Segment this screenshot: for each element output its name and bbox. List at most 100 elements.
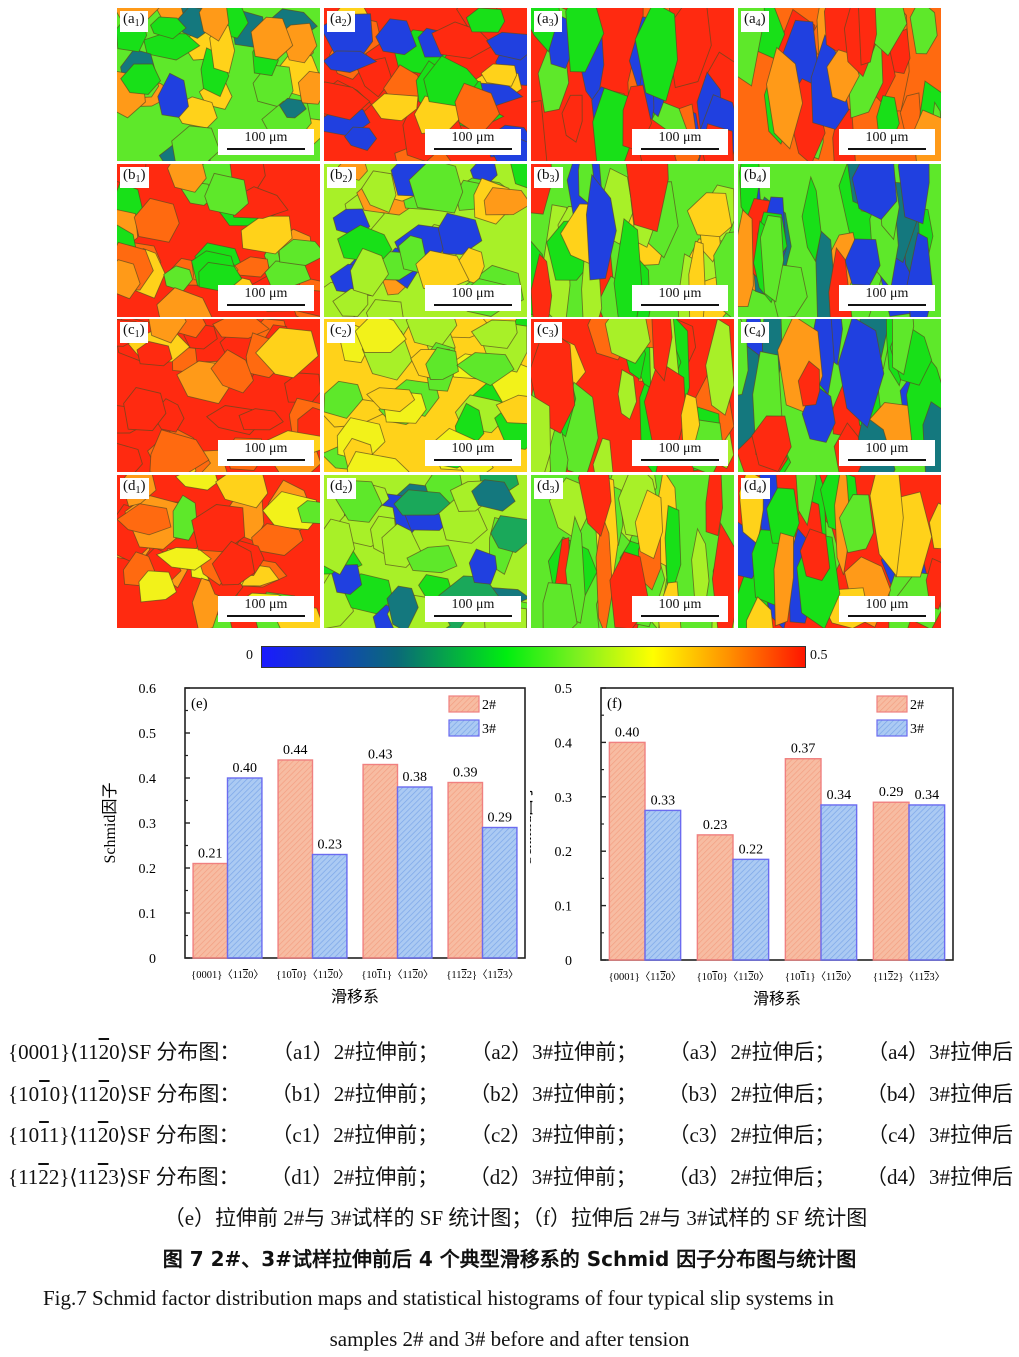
y-tick-label: 0.5 bbox=[139, 727, 157, 742]
caption-line: {1122}⟨1123⟩SF 分布图： （d1）2#拉伸前； （d2）3#拉伸前； （… bbox=[8, 1161, 1013, 1191]
y-tick-label: 0.5 bbox=[555, 682, 573, 697]
caption-item: （a3）2#拉伸后； bbox=[668, 1040, 836, 1064]
scale-bar-label: 100 μm bbox=[865, 286, 909, 301]
sf-map-panel-b2: (b2) 100 μm bbox=[324, 164, 527, 317]
sf-map-panel-d2: (d2) 100 μm bbox=[324, 475, 527, 628]
bar-3-3 bbox=[908, 804, 946, 961]
legend-label: 3# bbox=[482, 722, 496, 737]
panel-label: (e) bbox=[191, 696, 208, 712]
bar-3-0 bbox=[644, 809, 682, 961]
scale-bar: 100 μm bbox=[425, 596, 521, 622]
bar-3-0 bbox=[226, 777, 263, 959]
caption-ef-line: （e）拉伸前 2#与 3#试样的 SF 统计图；（f）拉伸后 2#与 3#试样的… bbox=[163, 1206, 868, 1230]
scale-bar-label: 100 μm bbox=[658, 597, 702, 612]
caption-slip-system: {1011}⟨1120⟩SF 分布图： bbox=[8, 1123, 240, 1147]
caption-item: （b3）2#拉伸后； bbox=[667, 1082, 836, 1106]
sf-map-panel-b4: (b4) 100 μm bbox=[738, 164, 941, 317]
y-tick-label: 0.4 bbox=[139, 772, 157, 787]
y-tick-label: 0.1 bbox=[555, 900, 573, 915]
grain-map-image bbox=[117, 8, 320, 161]
sf-map-panel-a3: (a3) 100 μm bbox=[531, 8, 734, 161]
sf-map-panel-c4: (c4) 100 μm bbox=[738, 319, 941, 472]
y-axis-label: Schmid因子 bbox=[101, 783, 119, 864]
scale-bar: 100 μm bbox=[218, 285, 314, 311]
bar-2-1 bbox=[696, 834, 734, 961]
legend-label: 2# bbox=[482, 698, 496, 713]
bar-3-3 bbox=[481, 826, 518, 959]
scale-bar: 100 μm bbox=[839, 285, 935, 311]
panel-label: (a4) bbox=[741, 11, 769, 32]
scale-bar-line bbox=[434, 615, 512, 617]
y-axis-label: Schmid因子 bbox=[530, 784, 535, 865]
x-tick-label: {0001}〈1120〉 bbox=[609, 971, 682, 983]
caption-line: {1011}⟨1120⟩SF 分布图： （c1）2#拉伸前； （c2）3#拉伸前； （… bbox=[8, 1119, 1013, 1149]
sf-map-panel-b1: (b1) 100 μm bbox=[117, 164, 320, 317]
x-axis-label: 滑移系 bbox=[753, 990, 801, 1008]
sf-map-panel-c2: (c2) 100 μm bbox=[324, 319, 527, 472]
bar-value-label: 0.33 bbox=[651, 793, 676, 808]
scale-bar-line bbox=[227, 148, 305, 150]
scale-bar-line bbox=[641, 459, 719, 461]
caption-item: （d1）2#拉伸前； bbox=[270, 1165, 439, 1189]
bar-value-label: 0.34 bbox=[915, 788, 940, 803]
sf-map-panel-c1: (c1) 100 μm bbox=[117, 319, 320, 472]
y-tick-label: 0.3 bbox=[139, 817, 157, 832]
legend-label: 2# bbox=[910, 698, 924, 713]
scale-bar: 100 μm bbox=[839, 596, 935, 622]
panel-label: (c1) bbox=[120, 322, 148, 343]
scale-bar: 100 μm bbox=[632, 285, 728, 311]
figure-title-en-2: samples 2# and 3# before and after tensi… bbox=[329, 1327, 690, 1351]
scale-bar-label: 100 μm bbox=[244, 441, 288, 456]
scale-bar-label: 100 μm bbox=[451, 130, 495, 145]
chart-e-svg: 0 0.1 0.2 0.3 0.4 0.5 0.6 Schmid因子 (e) 0.21 0.40 {0… bbox=[101, 682, 526, 1006]
scale-bar-line bbox=[848, 615, 926, 617]
caption-item: （d3）2#拉伸后； bbox=[667, 1165, 836, 1189]
bar-2-0 bbox=[192, 862, 229, 959]
y-tick-label: 0 bbox=[565, 954, 572, 969]
panel-label: (d3) bbox=[534, 478, 563, 499]
colorbar bbox=[261, 646, 806, 668]
bar-value-label: 0.43 bbox=[368, 748, 393, 763]
caption-item: （c1）2#拉伸前； bbox=[271, 1123, 439, 1147]
bar-3-2 bbox=[396, 786, 433, 959]
scale-bar-label: 100 μm bbox=[451, 286, 495, 301]
scale-bar-label: 100 μm bbox=[865, 441, 909, 456]
caption-item: （c3）2#拉伸后； bbox=[668, 1123, 836, 1147]
legend-label: 3# bbox=[910, 722, 924, 737]
scale-bar-line bbox=[434, 459, 512, 461]
bar-value-label: 0.23 bbox=[317, 838, 342, 853]
sf-map-panel-a2: (a2) 100 μm bbox=[324, 8, 527, 161]
y-tick-label: 0.3 bbox=[555, 791, 573, 806]
scale-bar-label: 100 μm bbox=[658, 286, 702, 301]
legend-swatch-2 bbox=[448, 695, 480, 713]
panel-label: (b1) bbox=[120, 167, 149, 188]
sf-map-panel-c3: (c3) 100 μm bbox=[531, 319, 734, 472]
y-tick-label: 0.2 bbox=[139, 862, 157, 877]
caption-item: （a2）3#拉伸前； bbox=[470, 1040, 638, 1064]
panel-label: (f) bbox=[607, 696, 622, 712]
grain-map-image bbox=[738, 164, 941, 317]
panel-label: (c3) bbox=[534, 322, 562, 343]
y-tick-label: 0.2 bbox=[555, 845, 573, 860]
scale-bar-label: 100 μm bbox=[658, 130, 702, 145]
panel-label: (b4) bbox=[741, 167, 770, 188]
bar-value-label: 0.40 bbox=[615, 725, 640, 740]
caption-item: （d2）3#拉伸前； bbox=[468, 1165, 637, 1189]
x-tick-label: {1122}〈1123〉 bbox=[446, 969, 518, 981]
bar-value-label: 0.40 bbox=[232, 761, 257, 776]
scale-bar-label: 100 μm bbox=[244, 597, 288, 612]
scale-bar-line bbox=[227, 615, 305, 617]
bar-3-2 bbox=[820, 804, 858, 961]
grain-map-image bbox=[324, 319, 527, 472]
bar-value-label: 0.38 bbox=[402, 770, 427, 785]
chart-f-svg: 0 0.1 0.2 0.3 0.4 0.5 Schmid因子 (f) 0.40 0.33 {0001… bbox=[517, 682, 954, 1008]
bar-2-2 bbox=[784, 758, 822, 961]
caption-line: {0001}⟨1120⟩SF 分布图： （a1）2#拉伸前； （a2）3#拉伸前； （… bbox=[8, 1036, 1013, 1066]
caption-line: {1010}⟨1120⟩SF 分布图： （b1）2#拉伸前； （b2）3#拉伸前； （… bbox=[8, 1078, 1013, 1108]
bar-value-label: 0.29 bbox=[879, 785, 904, 800]
bar-2-3 bbox=[447, 781, 484, 959]
caption-item: （a1）2#拉伸前； bbox=[271, 1040, 439, 1064]
scale-bar-line bbox=[227, 459, 305, 461]
scale-bar-label: 100 μm bbox=[451, 441, 495, 456]
scale-bar-line bbox=[227, 304, 305, 306]
